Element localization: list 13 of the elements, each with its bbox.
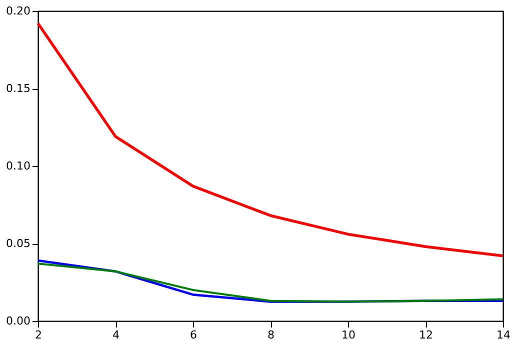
y-tick-label: 0.20 bbox=[6, 4, 30, 18]
x-tick-label: 8 bbox=[268, 328, 274, 342]
x-tick-label: 4 bbox=[112, 328, 120, 342]
line-series bbox=[36, 22, 504, 258]
x-tick-label: 6 bbox=[190, 328, 197, 342]
y-tick-label: 0.00 bbox=[6, 314, 30, 328]
x-tick-label: 10 bbox=[342, 328, 356, 342]
x-tick-label: 12 bbox=[419, 328, 433, 342]
y-tick-label: 0.05 bbox=[6, 237, 30, 250]
x-tick-label: 2 bbox=[35, 328, 42, 342]
x-tick-label: 14 bbox=[496, 328, 510, 342]
y-tick-label: 0.10 bbox=[6, 160, 30, 172]
y-tick-label: 0.15 bbox=[6, 82, 30, 95]
